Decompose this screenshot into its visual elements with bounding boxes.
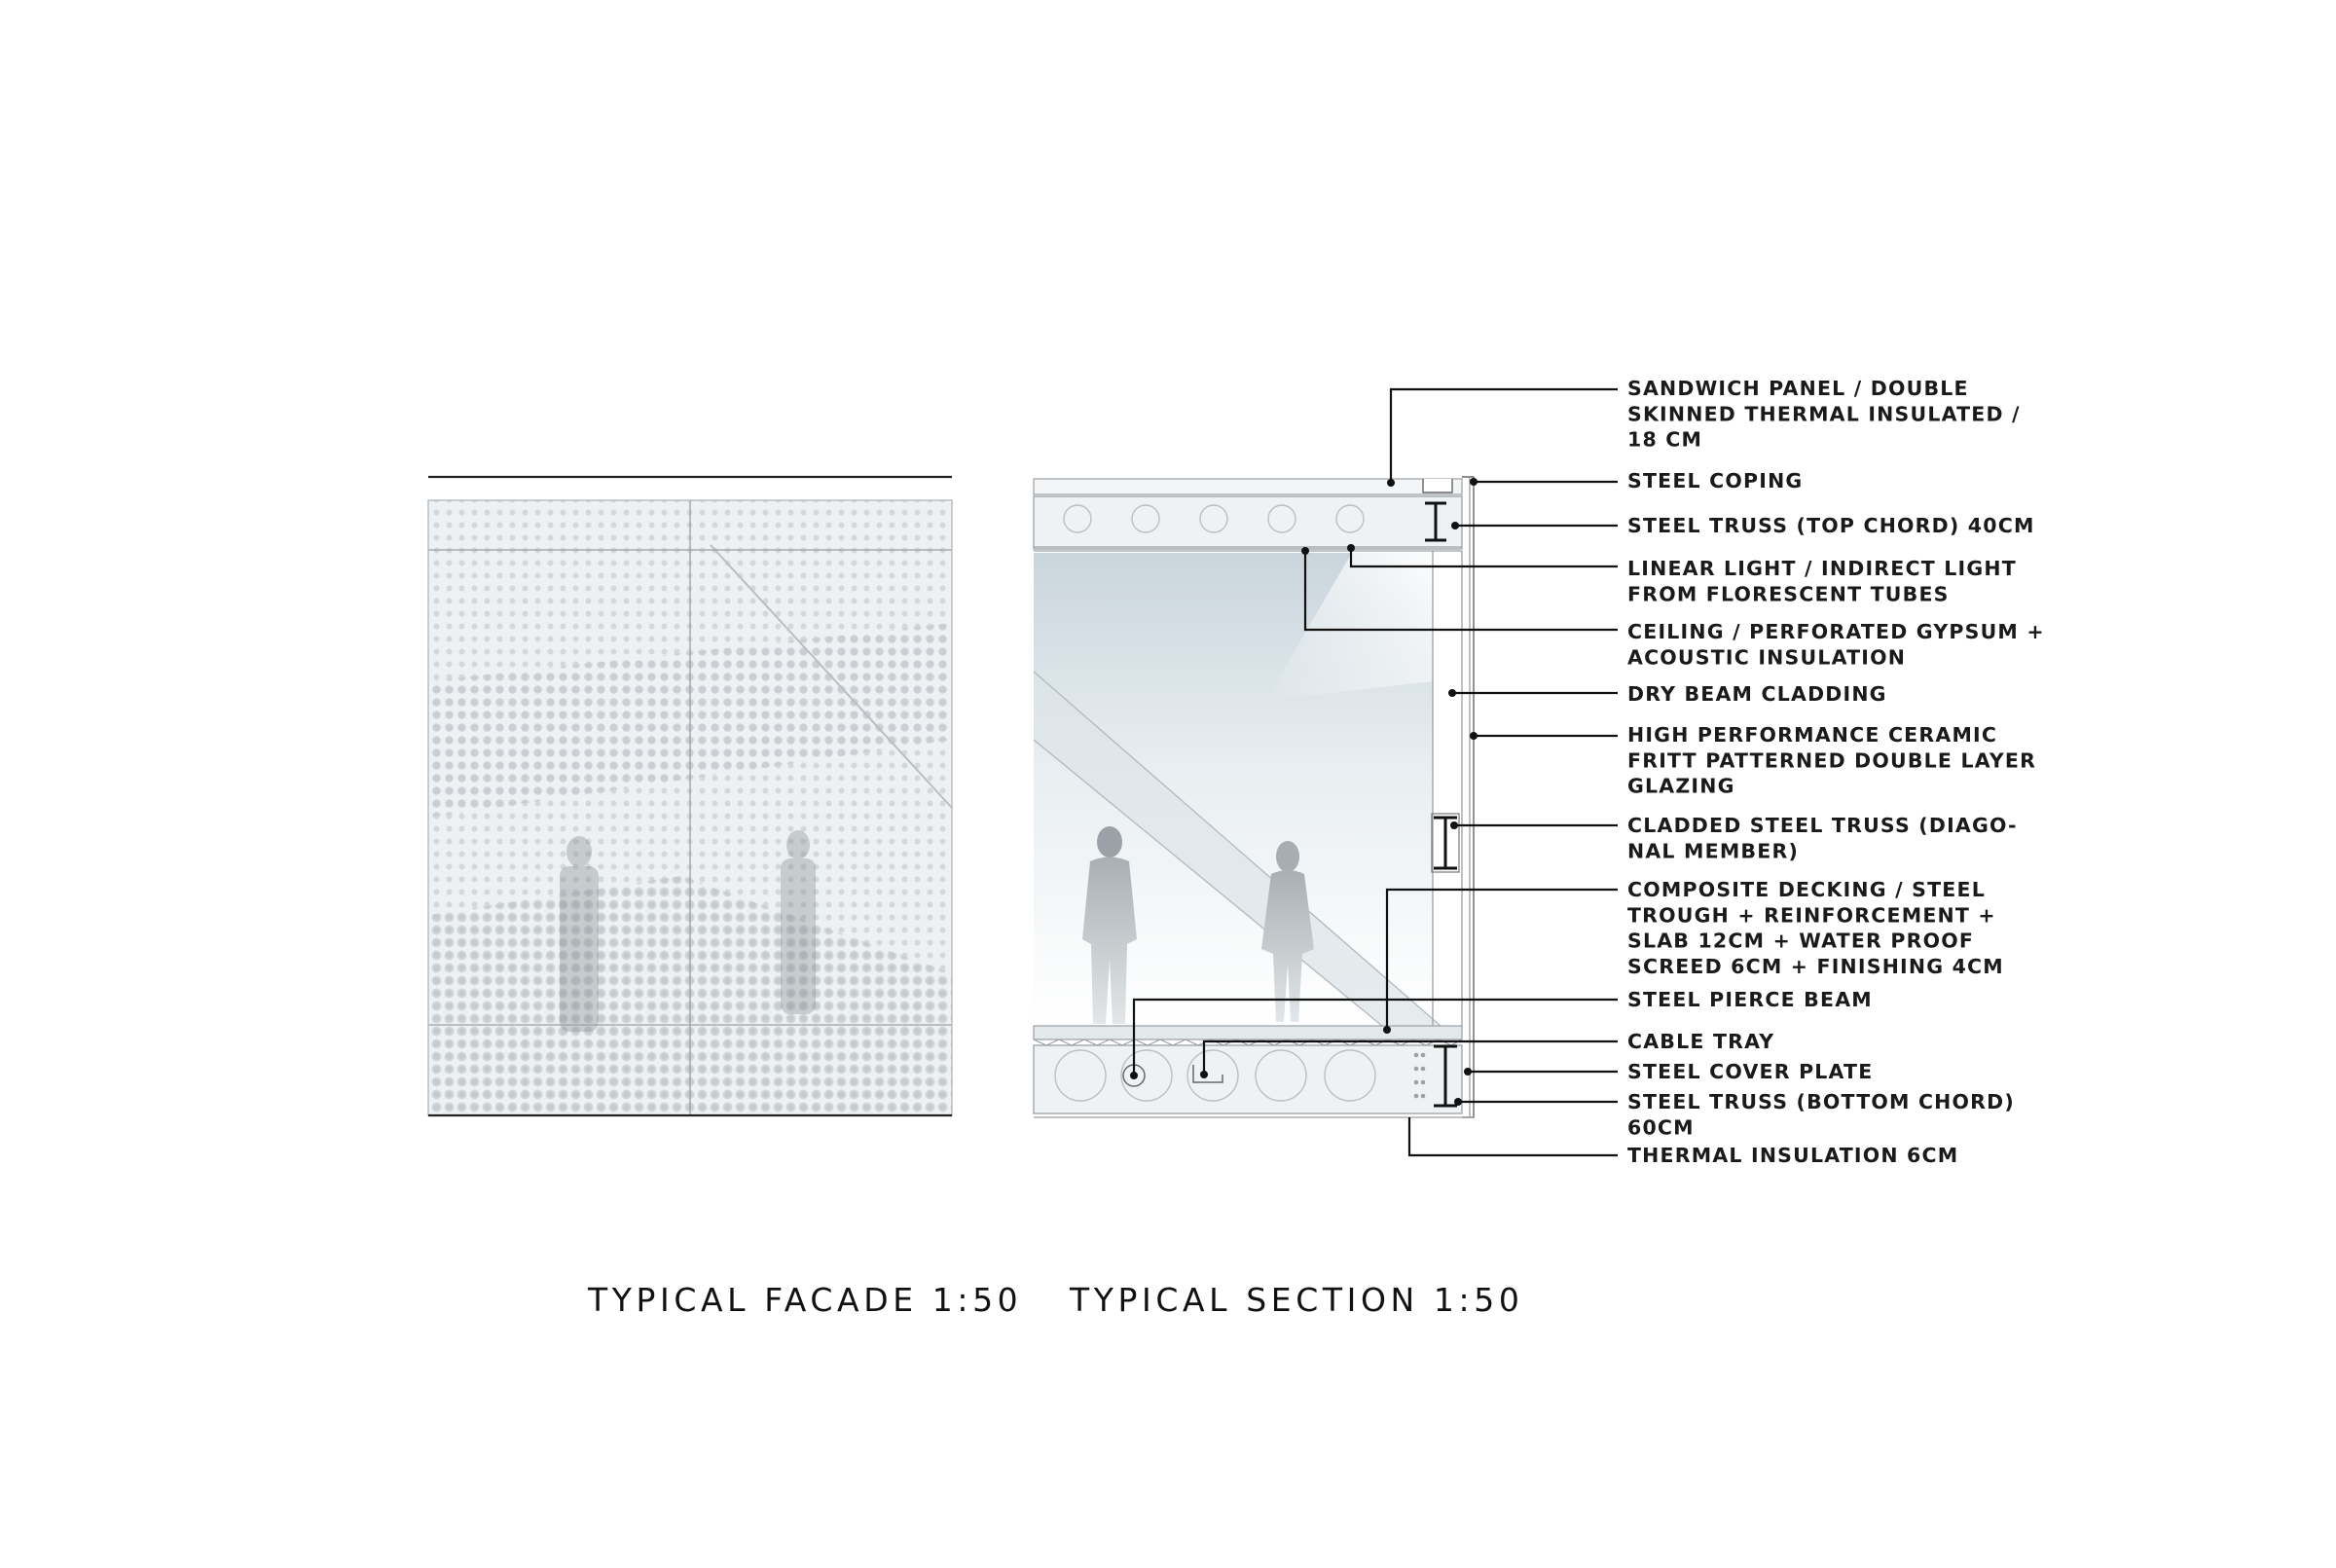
note-cable-tray-line: CABLE TRAY (1627, 1030, 1774, 1053)
note-ceiling: CEILING / PERFORATED GYPSUM +ACOUSTIC IN… (1627, 620, 2045, 669)
top-chord-truss (1033, 495, 1463, 550)
leader-steel-coping (1470, 478, 1618, 486)
leader-cover-plate (1464, 1068, 1618, 1076)
leader-decking (1383, 888, 1618, 1034)
leader-sandwich-panel (1387, 387, 1618, 487)
note-ceiling-line: CEILING / PERFORATED GYPSUM + (1627, 620, 2045, 643)
note-steel-coping-line: STEEL COPING (1627, 469, 1803, 492)
diagonal-member-i-beam (1434, 816, 1457, 870)
note-top-chord-line: STEEL TRUSS (TOP CHORD) 40CM (1627, 514, 2035, 537)
note-decking-line: TROUGH + REINFORCEMENT + (1627, 903, 1996, 927)
section-drawing (1033, 476, 1475, 1118)
indirect-light-wash (1265, 551, 1433, 701)
note-linear-light-line: LINEAR LIGHT / INDIRECT LIGHT (1627, 557, 2017, 580)
note-bottom-chord-line: STEEL TRUSS (BOTTOM CHORD) (1627, 1090, 2015, 1113)
note-pierce-beam: STEEL PIERCE BEAM (1627, 988, 1873, 1011)
facade-elevation (427, 475, 953, 1117)
leader-bottom-chord (1454, 1098, 1618, 1106)
note-glazing-line: FRITT PATTERNED DOUBLE LAYER (1627, 748, 2036, 772)
note-decking-line: SLAB 12CM + WATER PROOF (1627, 930, 1974, 953)
steel-coping-profile (1462, 476, 1475, 1118)
note-cover-plate: STEEL COVER PLATE (1627, 1060, 1873, 1083)
diagonal-member-cladding (1431, 813, 1460, 873)
note-decking-line: SCREED 6CM + FINISHING 4CM (1627, 955, 2004, 978)
diagonal-truss-edge-bottom (1033, 739, 1383, 1027)
top-chord-i-beam (1425, 501, 1446, 542)
note-sandwich-panel-line: 18 CM (1627, 428, 1702, 452)
leader-glazing (1470, 732, 1618, 740)
note-cover-plate-line: STEEL COVER PLATE (1627, 1060, 1873, 1083)
leader-lines (1130, 387, 1618, 1157)
roof-gutter (1422, 479, 1453, 493)
note-steel-coping: STEEL COPING (1627, 469, 1803, 492)
facade-diagonal-member (710, 544, 953, 809)
note-dry-beam: DRY BEAM CLADDING (1627, 682, 1887, 706)
note-insulation: THERMAL INSULATION 6CM (1627, 1144, 1958, 1167)
note-bottom-chord: STEEL TRUSS (BOTTOM CHORD)60CM (1627, 1090, 2015, 1139)
pierce-beam-openings (1054, 1049, 1376, 1102)
note-pierce-beam-line: STEEL PIERCE BEAM (1627, 988, 1873, 1011)
note-diagonal: CLADDED STEEL TRUSS (DIAGO-NAL MEMBER) (1627, 814, 2018, 862)
note-diagonal-line: NAL MEMBER) (1627, 839, 1799, 862)
note-diagonal-line: CLADDED STEEL TRUSS (DIAGO- (1627, 814, 2018, 837)
bottom-chord-i-beam (1434, 1044, 1457, 1108)
sandwich-panel-roof (1033, 478, 1463, 495)
facade-title: TYPICAL FACADE 1:50 (587, 1281, 1022, 1319)
note-decking-line: COMPOSITE DECKING / STEEL (1627, 878, 1986, 901)
composite-decking (1033, 1025, 1463, 1040)
facade-figure-right (781, 830, 816, 1014)
leader-pierce-beam (1130, 998, 1618, 1079)
note-bottom-chord-line: 60CM (1627, 1115, 1695, 1139)
bottom-chord-truss (1033, 1044, 1463, 1114)
note-top-chord: STEEL TRUSS (TOP CHORD) 40CM (1627, 514, 2035, 537)
leader-diagonal (1450, 821, 1618, 829)
leader-linear-light (1347, 544, 1618, 568)
leader-insulation (1407, 1117, 1618, 1157)
diagonal-truss-edge-top (1033, 671, 1442, 1027)
leader-ceiling (1301, 547, 1618, 632)
person-silhouette-woman (1261, 841, 1314, 1022)
note-insulation-line: THERMAL INSULATION 6CM (1627, 1144, 1958, 1167)
note-sandwich-panel-line: SKINNED THERMAL INSULATED / (1627, 402, 2021, 425)
note-dry-beam-line: DRY BEAM CLADDING (1627, 682, 1887, 706)
cable-tray-profile (1192, 1065, 1223, 1083)
facade-figure-left (560, 836, 599, 1032)
leader-top-chord (1451, 522, 1618, 529)
top-chord-web-openings (1063, 504, 1365, 533)
note-ceiling-line: ACOUSTIC INSULATION (1627, 645, 1906, 669)
leader-cable-tray (1200, 1039, 1618, 1078)
note-glazing-line: GLAZING (1627, 775, 1735, 798)
note-glazing-line: HIGH PERFORMANCE CERAMIC (1627, 723, 1997, 747)
cover-plate-bolts (1413, 1052, 1426, 1099)
person-silhouette-man (1082, 826, 1137, 1024)
note-cable-tray: CABLE TRAY (1627, 1030, 1774, 1053)
leader-dry-beam (1448, 689, 1618, 697)
note-linear-light-line: FROM FLORESCENT TUBES (1627, 582, 1950, 605)
note-sandwich-panel-line: SANDWICH PANEL / DOUBLE (1627, 377, 1969, 400)
section-title: TYPICAL SECTION 1:50 (1069, 1281, 1523, 1319)
